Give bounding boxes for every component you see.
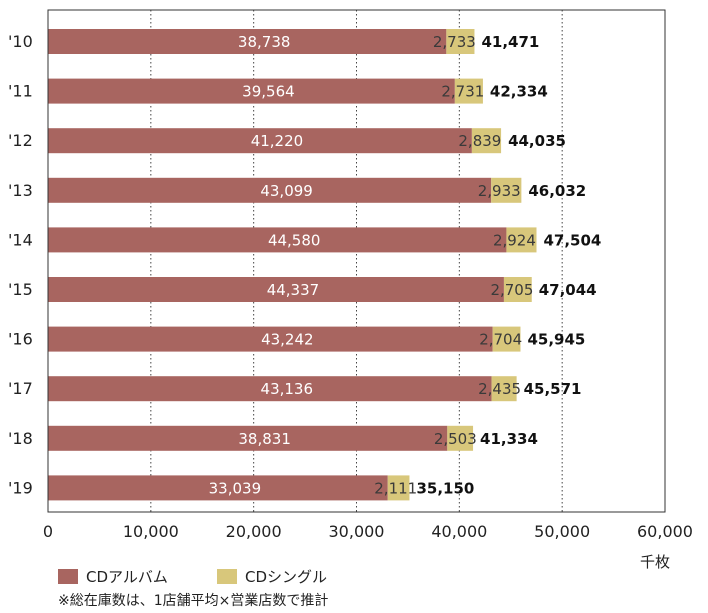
x-tick-label: 0: [43, 522, 53, 541]
x-tick-label: 30,000: [329, 522, 385, 541]
bar-single: [447, 425, 474, 451]
bar-single: [471, 128, 502, 154]
data-label-single: 2,733: [433, 33, 476, 51]
data-label-album: 39,564: [242, 83, 295, 101]
data-label-total: 41,334: [480, 430, 538, 448]
axes: 0 10,000 20,000 30,000 40,000 50,000 60,000 '10…: [8, 9, 693, 541]
bar-single: [446, 29, 475, 54]
data-label-single: 2,933: [478, 182, 521, 200]
x-tick-label: 60,000: [637, 522, 693, 541]
y-category-label: '19: [8, 478, 33, 497]
data-label-total: 45,945: [527, 331, 585, 349]
data-label-album: 44,580: [268, 231, 321, 249]
bar-album: [48, 29, 447, 54]
bar-album: [48, 277, 504, 302]
bar-single: [454, 78, 483, 104]
data-label-total: 41,471: [481, 33, 539, 51]
data-label-album: 43,099: [260, 182, 313, 200]
y-category-label: '11: [8, 82, 33, 101]
y-category-label: '15: [8, 280, 33, 299]
data-label-total: 45,571: [524, 380, 582, 398]
bar-album: [48, 326, 493, 352]
bar-album: [48, 78, 455, 104]
bar-album: [48, 177, 492, 203]
plot-frame: [47, 9, 666, 513]
y-category-label: '14: [8, 230, 33, 249]
data-label-single: 2,704: [479, 331, 522, 349]
data-label-album: 44,337: [267, 281, 320, 299]
data-label-single: 2,731: [441, 83, 484, 101]
bar-album: [48, 227, 507, 253]
data-label-total: 47,504: [543, 231, 601, 249]
x-tick-label: 40,000: [431, 522, 487, 541]
bar-album: [48, 128, 472, 154]
data-label-single: 2,924: [493, 231, 536, 249]
data-label-single: 2,839: [458, 132, 501, 150]
x-tick-label: 50,000: [534, 522, 590, 541]
bars: [48, 29, 537, 501]
data-label-album: 33,039: [209, 479, 262, 497]
y-category-label: '18: [8, 429, 33, 448]
data-label-album: 43,242: [261, 331, 314, 349]
y-category-label: '13: [8, 181, 33, 200]
bar-single: [506, 227, 537, 253]
y-category-label: '17: [8, 379, 33, 398]
y-category-label: '10: [8, 32, 33, 51]
bar-single: [492, 326, 521, 352]
bar-album: [48, 376, 492, 402]
bar-album: [48, 425, 448, 451]
data-label-total: 42,334: [490, 83, 548, 101]
data-label-single: 2,435: [478, 380, 521, 398]
y-category-label: '16: [8, 330, 33, 349]
x-tick-label: 20,000: [226, 522, 282, 541]
data-label-single: 2,111: [374, 479, 417, 497]
bar-album: [48, 475, 388, 501]
data-labels: 38,738 2,733 41,471 39,564 2,731 42,334 41,220…: [209, 33, 602, 497]
data-label-single: 2,503: [434, 430, 477, 448]
y-category-label: '12: [8, 131, 33, 150]
x-tick-label: 10,000: [123, 522, 179, 541]
data-label-total: 44,035: [508, 132, 566, 150]
footnote: ※総在庫数は、1店舗平均×営業店数で推計: [58, 593, 329, 609]
data-label-total: 35,150: [416, 479, 474, 497]
data-label-album: 43,136: [261, 380, 314, 398]
bar-single: [387, 475, 410, 501]
bar-single: [503, 277, 532, 302]
data-label-total: 47,044: [539, 281, 597, 299]
bar-single: [491, 177, 522, 203]
data-label-total: 46,032: [528, 182, 586, 200]
data-label-album: 38,738: [238, 33, 291, 51]
data-label-album: 38,831: [238, 430, 291, 448]
x-axis-unit: 千枚: [640, 553, 671, 571]
data-label-single: 2,705: [490, 281, 533, 299]
bar-single: [491, 376, 517, 402]
data-label-album: 41,220: [251, 132, 304, 150]
